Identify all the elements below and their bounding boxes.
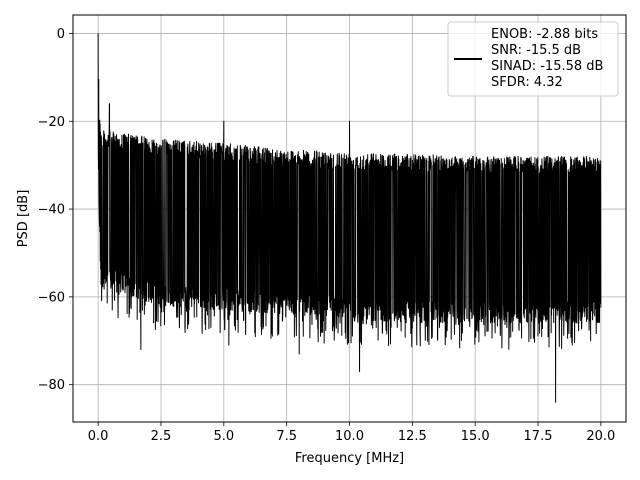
x-tick-label: 15.0 <box>461 429 490 444</box>
x-tick-label: 7.5 <box>276 429 297 444</box>
x-tick-label: 12.5 <box>398 429 427 444</box>
x-tick-label: 2.5 <box>151 429 172 444</box>
legend-entry-sfdr: SFDR: 4.32 <box>491 75 563 90</box>
y-tick-label: 0 <box>57 27 65 42</box>
axis-ticks: 0.0 2.5 5.0 7.5 10.0 12.5 15.0 17.5 20.0 0 −20 −40 −… <box>38 27 616 444</box>
x-tick-label: 0.0 <box>88 429 109 444</box>
y-tick-label: −60 <box>38 290 65 305</box>
legend-entry-sinad: SINAD: -15.58 dB <box>491 59 603 74</box>
psd-line <box>97 33 602 403</box>
x-axis-label: Frequency [MHz] <box>295 451 404 466</box>
x-tick-label: 10.0 <box>335 429 364 444</box>
psd-series <box>97 33 602 403</box>
x-tick-label: 17.5 <box>524 429 553 444</box>
x-tick-label: 5.0 <box>213 429 234 444</box>
y-tick-label: −40 <box>38 203 65 218</box>
legend-box <box>447 21 619 97</box>
legend-entry-enob: ENOB: -2.88 bits <box>491 27 598 42</box>
y-tick-label: −80 <box>38 378 65 393</box>
y-axis-label: PSD [dB] <box>16 190 31 248</box>
legend-entry-snr: SNR: -15.5 dB <box>491 43 581 58</box>
y-tick-label: −20 <box>38 115 65 130</box>
x-tick-label: 20.0 <box>586 429 615 444</box>
legend: ENOB: -2.88 bits SNR: -15.5 dB SINAD: -1… <box>447 21 619 97</box>
